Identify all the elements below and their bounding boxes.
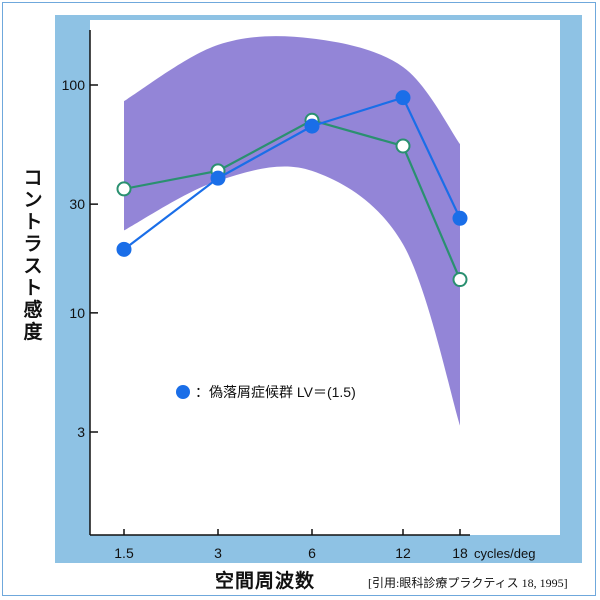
data-point-open <box>395 138 411 154</box>
y-axis-title-char: ト <box>23 212 43 233</box>
y-axis-title-char: 度 <box>23 322 43 343</box>
data-point-filled <box>210 170 226 186</box>
data-point-filled <box>395 90 411 106</box>
data-point-filled <box>452 210 468 226</box>
y-axis-title-char: ス <box>23 256 43 277</box>
x-tick-label: 18 <box>452 545 468 561</box>
y-axis-title: コントラスト感度 <box>18 168 48 344</box>
y-axis-title-char: ト <box>23 278 43 299</box>
y-tick-label: 30 <box>69 196 85 212</box>
data-point-filled <box>116 241 132 257</box>
x-axis-title: 空間周波数 <box>215 571 316 592</box>
y-axis-title-char: ラ <box>23 234 43 255</box>
y-tick-label: 10 <box>69 305 85 321</box>
x-tick-label: 12 <box>395 545 411 561</box>
data-point-filled <box>304 118 320 134</box>
normal-range-band <box>124 36 460 426</box>
y-axis-title-char: ン <box>23 190 43 211</box>
data-point-open <box>452 272 468 288</box>
legend-marker <box>176 385 190 399</box>
legend-label: ：偽落屑症候群 LV＝(1.5) <box>195 384 356 400</box>
x-tick-label: 3 <box>214 545 222 561</box>
x-unit-label: cycles/deg <box>474 546 535 561</box>
x-tick-label: 1.5 <box>114 545 134 561</box>
y-tick-label: 3 <box>77 424 85 440</box>
citation: [引用:眼科診療プラクティス 18, 1995] <box>368 576 568 590</box>
data-point-open <box>116 181 132 197</box>
y-axis-title-char: 感 <box>23 300 43 321</box>
x-tick-label: 6 <box>308 545 316 561</box>
y-tick-label: 100 <box>62 77 86 93</box>
y-axis-title-char: コ <box>23 168 43 189</box>
